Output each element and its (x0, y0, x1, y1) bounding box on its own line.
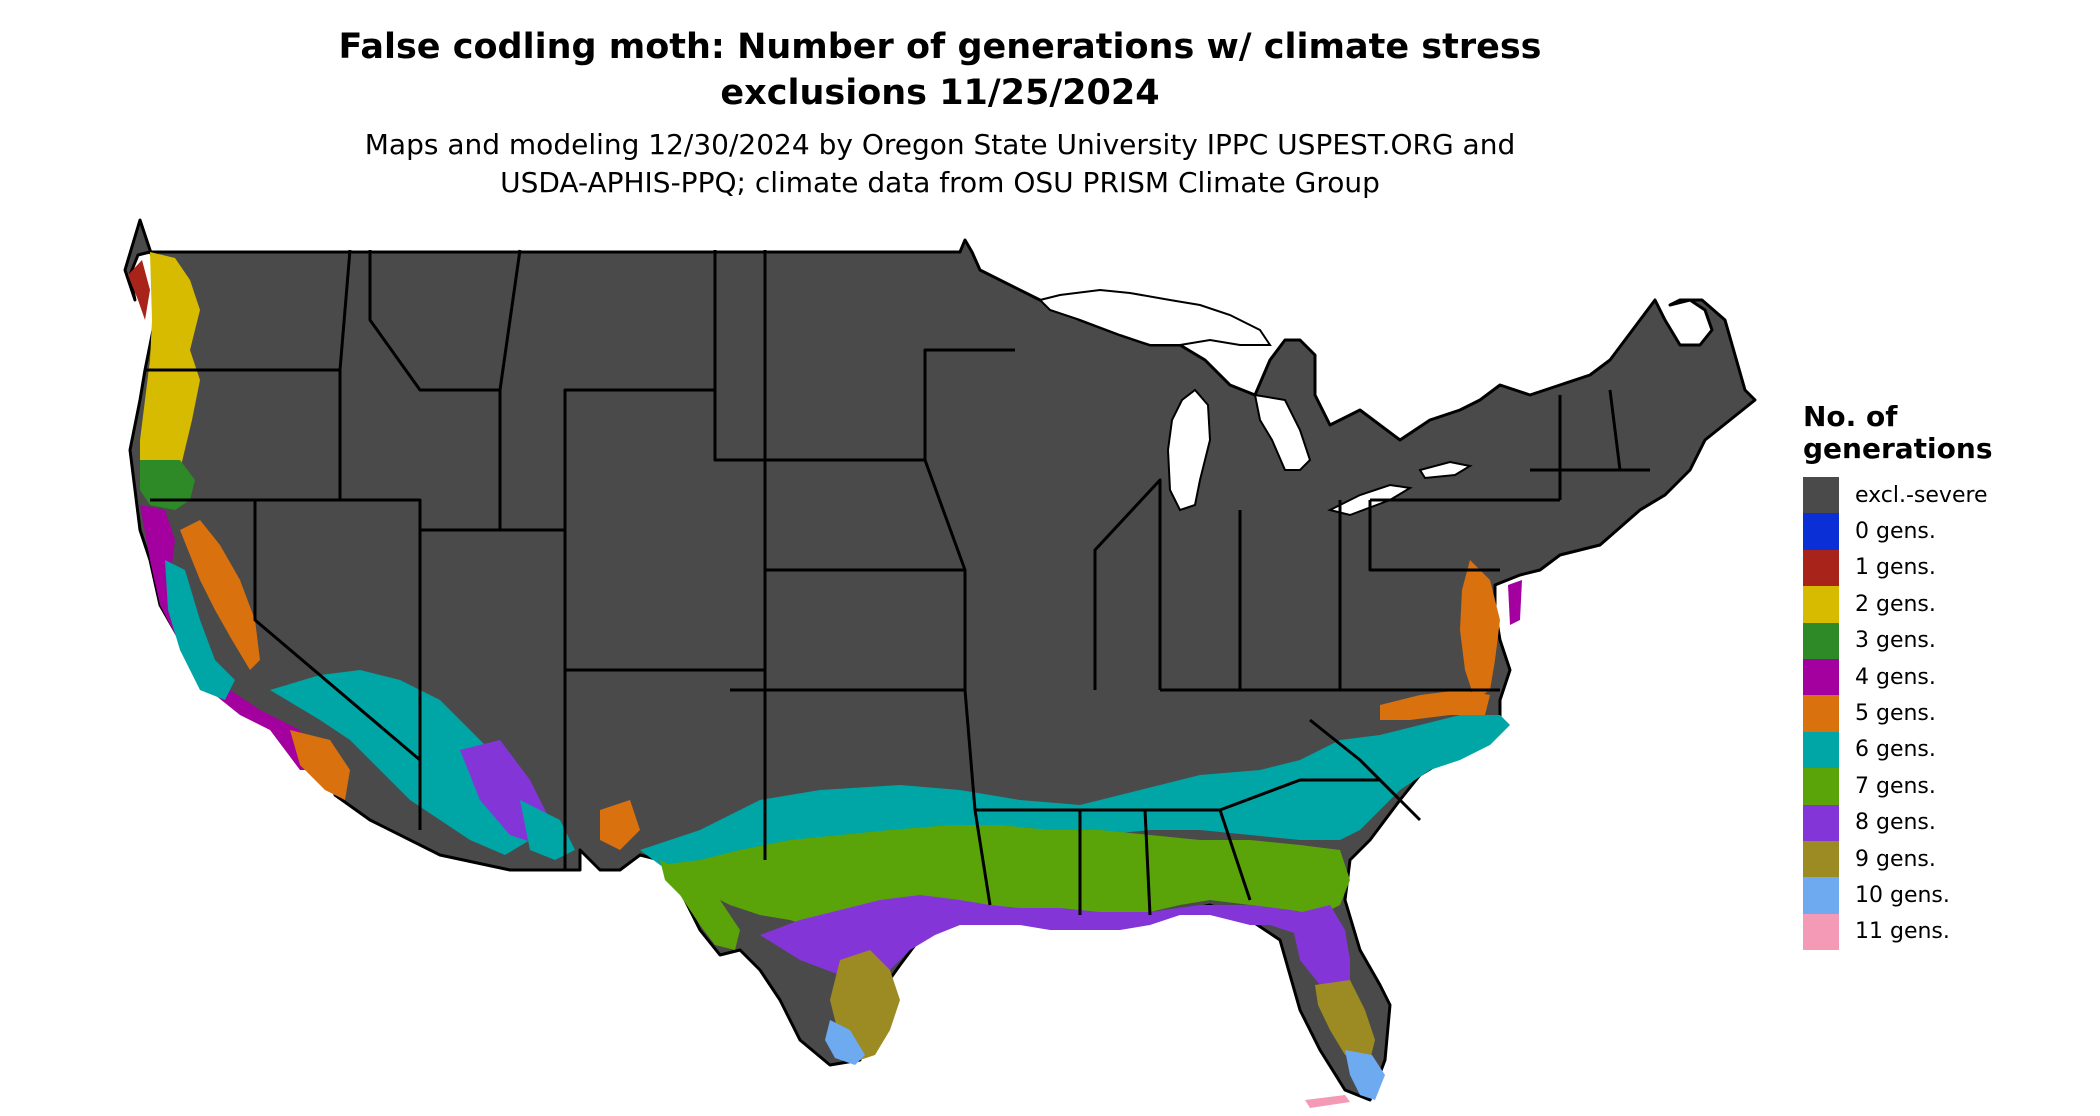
legend-item: 1 gens. (1803, 549, 1992, 587)
legend-rows: excl.-severe 0 gens. 1 gens. 2 gens. 3 gens.… (1803, 477, 1992, 951)
legend-swatch (1803, 913, 1839, 951)
legend-swatch (1803, 877, 1839, 914)
zone-7-texas-west (660, 860, 740, 950)
legend-swatch (1803, 840, 1839, 878)
legend: No. of generations excl.-severe 0 gens. 1 … (1803, 401, 1992, 951)
legend-item: 6 gens. (1803, 731, 1992, 769)
subtitle-line-2: USDA-APHIS-PPQ; climate data from OSU PR… (500, 166, 1380, 199)
legend-title-line-1: No. of (1803, 400, 1898, 433)
title-line-1: False codling moth: Number of generation… (338, 27, 1542, 67)
lake-superior (1038, 288, 1272, 346)
zone-10-texas-tip (825, 1020, 865, 1065)
legend-item: 5 gens. (1803, 695, 1992, 732)
zone-6-desert-band (270, 670, 530, 855)
zone-8-florida (1290, 905, 1350, 985)
us-landmass (123, 218, 1757, 1102)
legend-item: 4 gens. (1803, 658, 1992, 696)
legend-swatch (1803, 549, 1839, 587)
zone-5-central-valley (180, 520, 260, 670)
legend-label: excl.-severe (1855, 482, 1988, 508)
us-map (123, 218, 1757, 1108)
legend-title: No. of generations (1803, 401, 1992, 465)
zone-5-socal (290, 730, 350, 800)
zone-5-carolina-north (1380, 690, 1490, 720)
legend-swatch (1803, 731, 1839, 769)
legend-label: 10 gens. (1855, 882, 1950, 908)
legend-item: 7 gens. (1803, 768, 1992, 805)
legend-swatch (1803, 622, 1839, 659)
zone-4-delaware (1508, 580, 1522, 625)
legend-label: 2 gens. (1855, 591, 1936, 617)
zone-5-southwest (600, 800, 640, 850)
legend-label: 5 gens. (1855, 701, 1936, 727)
subtitle-line-1: Maps and modeling 12/30/2024 by Oregon S… (364, 128, 1516, 161)
legend-item: 0 gens. (1803, 513, 1992, 550)
zone-9-florida (1315, 980, 1375, 1060)
map-title: False codling moth: Number of generation… (0, 24, 1880, 116)
lake-huron (1253, 393, 1312, 471)
legend-swatch (1803, 513, 1839, 550)
legend-swatch (1803, 477, 1839, 514)
zone-8-gulf-coast (760, 895, 1340, 985)
legend-label: 0 gens. (1855, 519, 1936, 545)
legend-label: 3 gens. (1855, 628, 1936, 654)
legend-swatch (1803, 658, 1839, 696)
zone-1-coast (128, 260, 150, 320)
legend-swatch (1803, 804, 1839, 841)
legend-label: 4 gens. (1855, 664, 1936, 690)
zone-11-keys (1305, 1095, 1350, 1108)
legend-label: 1 gens. (1855, 555, 1936, 581)
zone-3-california-north (140, 460, 195, 510)
legend-title-line-2: generations (1803, 432, 1993, 465)
legend-label: 8 gens. (1855, 810, 1936, 836)
legend-item: excl.-severe (1803, 477, 1992, 514)
legend-item: 10 gens. (1803, 877, 1992, 914)
legend-swatch (1803, 768, 1839, 805)
legend-label: 7 gens. (1855, 773, 1936, 799)
legend-label: 9 gens. (1855, 846, 1936, 872)
legend-item: 11 gens. (1803, 913, 1992, 951)
map-subtitle: Maps and modeling 12/30/2024 by Oregon S… (0, 126, 1880, 202)
zone-5-virginia (1460, 560, 1500, 700)
lake-michigan (1166, 388, 1212, 512)
legend-item: 2 gens. (1803, 586, 1992, 623)
legend-label: 11 gens. (1855, 919, 1950, 945)
lake-ontario (1418, 460, 1473, 480)
state-borders (145, 249, 1650, 916)
legend-swatch (1803, 695, 1839, 732)
zone-10-florida-tip (1345, 1050, 1385, 1100)
legend-label: 6 gens. (1855, 737, 1936, 763)
zone-6-southwest (520, 800, 575, 860)
legend-item: 9 gens. (1803, 840, 1992, 878)
legend-item: 8 gens. (1803, 804, 1992, 841)
legend-swatch (1803, 586, 1839, 623)
title-line-2: exclusions 11/25/2024 (720, 73, 1160, 113)
legend-item: 3 gens. (1803, 622, 1992, 659)
zone-6-sierra-foothills (165, 560, 235, 700)
